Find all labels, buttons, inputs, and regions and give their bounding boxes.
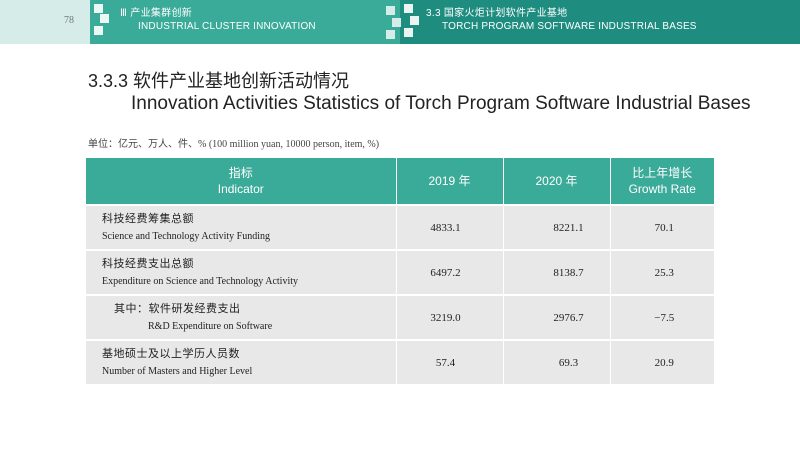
chapter-label-en: INDUSTRIAL CLUSTER INNOVATION xyxy=(138,21,316,32)
column-header-indicator: 指标 Indicator xyxy=(86,158,397,205)
page-number: 78 xyxy=(64,15,74,26)
header-band-left xyxy=(90,0,400,44)
header-decoration xyxy=(94,26,103,35)
column-header-2019: 2019 年 xyxy=(396,158,504,205)
table-row: 其中：软件研发经费支出 R&D Expenditure on Software … xyxy=(86,294,714,340)
chapter-label-cn: Ⅲ 产业集群创新 xyxy=(120,8,193,19)
growth-rate: −7.5 xyxy=(610,294,714,340)
column-header-cn: 2020 年 xyxy=(535,174,578,188)
indicator-en: Science and Technology Activity Funding xyxy=(102,230,270,242)
table-row: 基地硕士及以上学历人员数 Number of Masters and Highe… xyxy=(86,339,714,384)
page-title-en: Innovation Activities Statistics of Torc… xyxy=(131,93,751,114)
header-decoration xyxy=(100,14,109,23)
value-2020: 8138.7 xyxy=(503,249,611,295)
header-decoration xyxy=(94,4,103,13)
column-header-growth-rate: 比上年增长 Growth Rate xyxy=(610,158,714,205)
indicator-cn: 科技经费支出总额 xyxy=(102,257,194,270)
indicator-cn: 科技经费筹集总额 xyxy=(102,212,194,225)
indicator-en: R&D Expenditure on Software xyxy=(148,320,273,332)
column-header-cn: 指标 xyxy=(228,166,253,180)
header-decoration xyxy=(392,18,401,27)
column-header-en: Growth Rate xyxy=(628,182,696,196)
statistics-table: 指标 Indicator 2019 年 2020 年 比上年增长 Growth … xyxy=(86,158,714,384)
header-decoration xyxy=(404,4,413,13)
page-title-cn: 3.3.3 软件产业基地创新活动情况 xyxy=(88,71,350,91)
indicator-cell: 基地硕士及以上学历人员数 Number of Masters and Highe… xyxy=(86,339,397,384)
page-header: 78 Ⅲ 产业集群创新 INDUSTRIAL CLUSTER INNOVATIO… xyxy=(0,0,800,44)
indicator-cell: 科技经费筹集总额 Science and Technology Activity… xyxy=(86,204,397,250)
header-decoration xyxy=(386,6,395,15)
table-row: 科技经费筹集总额 Science and Technology Activity… xyxy=(86,204,714,250)
growth-rate: 25.3 xyxy=(610,249,714,295)
chapter-label: Ⅲ 产业集群创新 INDUSTRIAL CLUSTER INNOVATION xyxy=(120,8,316,33)
section-label: 3.3 国家火炬计划软件产业基地 TORCH PROGRAM SOFTWARE … xyxy=(426,8,697,33)
header-decoration xyxy=(386,30,395,39)
value-2019: 6497.2 xyxy=(396,249,504,295)
table-header-row: 指标 Indicator 2019 年 2020 年 比上年增长 Growth … xyxy=(86,158,714,205)
indicator-cell: 科技经费支出总额 Expenditure on Science and Tech… xyxy=(86,249,397,295)
growth-rate: 70.1 xyxy=(610,204,714,250)
column-header-cn: 比上年增长 xyxy=(632,166,693,180)
section-label-en: TORCH PROGRAM SOFTWARE INDUSTRIAL BASES xyxy=(442,21,697,32)
indicator-cell: 其中：软件研发经费支出 R&D Expenditure on Software xyxy=(86,294,397,340)
indicator-cn: 基地硕士及以上学历人员数 xyxy=(102,347,240,360)
indicator-en: Number of Masters and Higher Level xyxy=(102,365,253,377)
header-decoration xyxy=(404,28,413,37)
value-2020: 8221.1 xyxy=(503,204,611,250)
value-2019: 3219.0 xyxy=(396,294,504,340)
value-2019: 57.4 xyxy=(396,339,504,384)
units-note: 单位：亿元、万人、件、% (100 million yuan, 10000 pe… xyxy=(88,139,380,150)
table-row: 科技经费支出总额 Expenditure on Science and Tech… xyxy=(86,249,714,295)
column-header-cn: 2019 年 xyxy=(428,174,471,188)
indicator-cn: 其中：软件研发经费支出 xyxy=(114,302,241,315)
value-2020: 2976.7 xyxy=(503,294,611,340)
value-2020: 69.3 xyxy=(503,339,611,384)
section-label-cn: 3.3 国家火炬计划软件产业基地 xyxy=(426,8,568,19)
value-2019: 4833.1 xyxy=(396,204,504,250)
growth-rate: 20.9 xyxy=(610,339,714,384)
header-band-right xyxy=(400,0,800,44)
column-header-2020: 2020 年 xyxy=(503,158,611,205)
column-header-en: Indicator xyxy=(217,182,264,196)
header-decoration xyxy=(410,16,419,25)
indicator-en: Expenditure on Science and Technology Ac… xyxy=(102,275,299,287)
